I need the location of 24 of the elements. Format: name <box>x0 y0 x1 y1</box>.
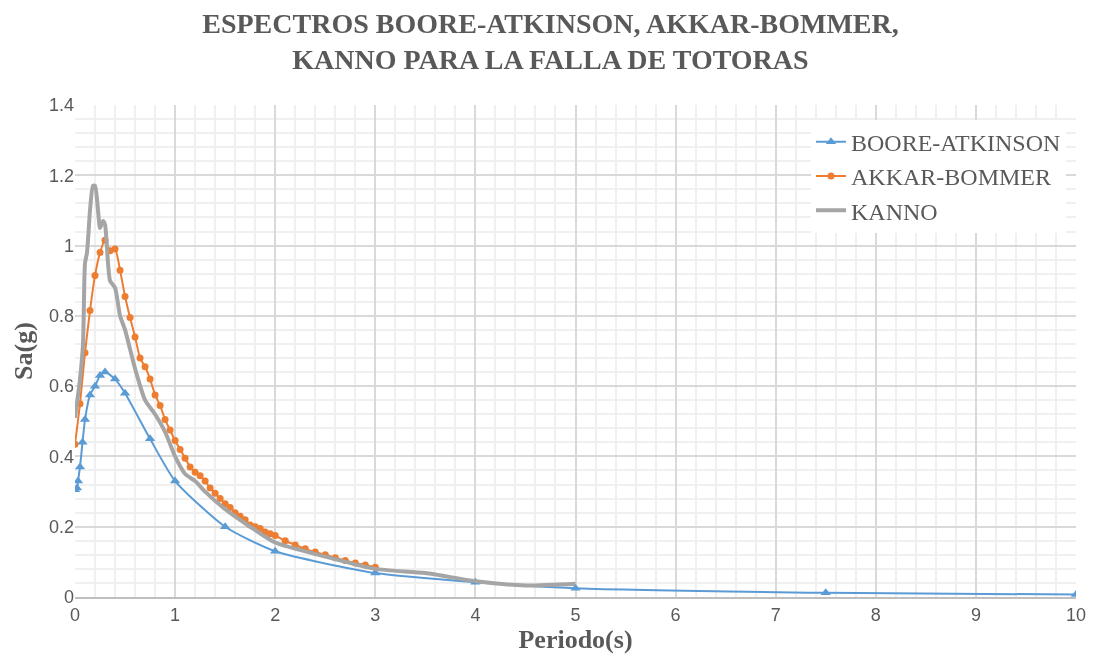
x-tick-label: 1 <box>170 604 181 625</box>
x-tick-label: 8 <box>870 604 881 625</box>
x-tick-label: 10 <box>1065 604 1087 625</box>
legend-label: BOORE-ATKINSON <box>850 130 1061 157</box>
x-tick-label: 9 <box>970 604 981 625</box>
y-axis-title: Sa(g) <box>9 322 39 380</box>
x-tick-label: 2 <box>270 604 281 625</box>
chart-title: ESPECTROS BOORE-ATKINSON, AKKAR-BOMMER, KANNO PARA LA FALLA DE TOTORAS <box>202 7 899 76</box>
y-tick-label: 0.4 <box>48 446 74 467</box>
x-tick-label: 4 <box>470 604 481 625</box>
y-tick-label: 0.8 <box>48 306 74 327</box>
legend-label: AKKAR-BOMMER <box>850 164 1052 191</box>
x-tick-label: 3 <box>370 604 381 625</box>
x-axis-title: Periodo(s) <box>518 624 633 654</box>
y-tick-label: 1.2 <box>48 165 74 186</box>
y-tick-label: 0.6 <box>48 376 74 397</box>
y-tick-label: 0 <box>63 587 74 608</box>
y-tick-label: 1.4 <box>48 95 74 116</box>
x-tick-label: 5 <box>570 604 581 625</box>
legend-label: KANNO <box>850 198 938 225</box>
y-tick-label: 0.2 <box>48 517 74 538</box>
y-tick-label: 1 <box>63 235 74 256</box>
x-tick-label: 7 <box>770 604 781 625</box>
x-tick-label: 6 <box>670 604 681 625</box>
